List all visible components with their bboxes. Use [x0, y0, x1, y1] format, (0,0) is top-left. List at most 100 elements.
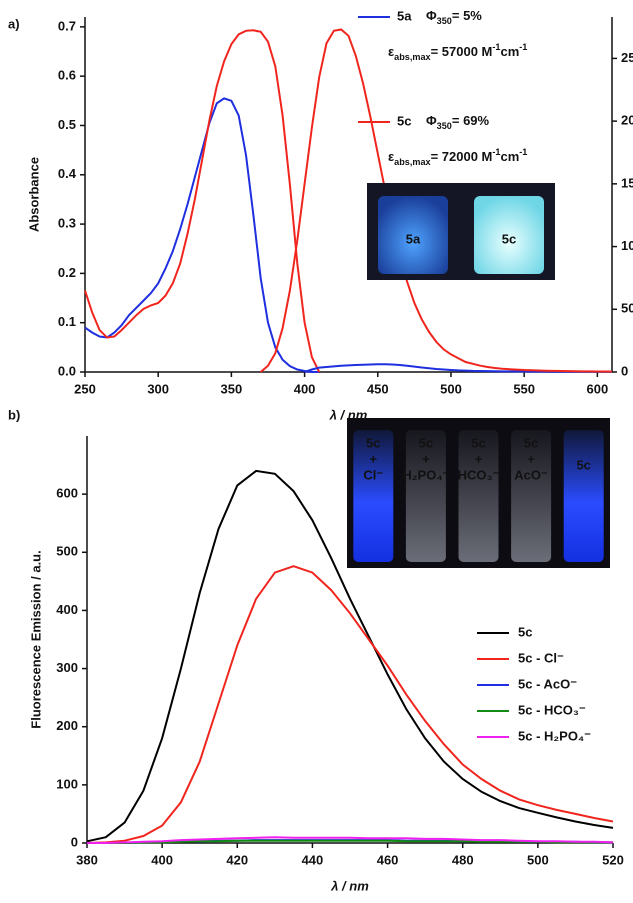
- y-tick-label: 0.5: [58, 117, 76, 132]
- x-tick-label: 400: [151, 852, 173, 867]
- x-tick-label: 350: [221, 381, 243, 396]
- photo-label: AcO⁻: [514, 467, 548, 482]
- vial: [458, 430, 499, 562]
- series-line: [86, 565, 614, 844]
- legend-label: 5c - H₂PO₄⁻: [518, 728, 591, 743]
- y2-tick-label: 0: [621, 363, 628, 378]
- y-tick-label: 0: [71, 834, 78, 849]
- annotation-part: 350: [437, 16, 452, 26]
- y2-tick-label: 250: [621, 50, 633, 65]
- x-tick-label: 550: [513, 381, 535, 396]
- annotation-part: = 72000 M: [431, 149, 493, 164]
- annotation: Φ350= 5%: [426, 8, 482, 26]
- series-line: [84, 29, 321, 373]
- y-axis-label: Absorbance: [26, 157, 41, 232]
- x-axis-label: λ / nm: [330, 878, 369, 893]
- y-tick-label: 0.7: [58, 18, 76, 33]
- y-tick-label: 300: [56, 660, 78, 675]
- annotation-part: cm: [500, 149, 519, 164]
- y-tick-label: 0.2: [58, 265, 76, 280]
- photo-label: 5c: [419, 435, 433, 450]
- photo-label: 5a: [406, 231, 421, 246]
- series-line: [87, 836, 614, 844]
- y2-tick-label: 100: [621, 238, 633, 253]
- vial: [378, 196, 448, 274]
- x-tick-label: 500: [440, 381, 462, 396]
- x-tick-label: 480: [452, 852, 474, 867]
- x-tick-label: 250: [74, 381, 96, 396]
- annotation-part: abs,max: [394, 157, 430, 167]
- series-line: [86, 469, 614, 843]
- y-axis-label: Fluorescence Emission / a.u.: [28, 550, 43, 728]
- photo-label: +: [475, 451, 483, 466]
- photo-label: 5c: [471, 435, 485, 450]
- x-tick-label: 520: [602, 852, 624, 867]
- vial: [563, 430, 604, 562]
- x-tick-label: 380: [76, 852, 98, 867]
- annotation: εabs,max= 72000 M-1cm-1: [388, 147, 527, 167]
- photo-label: +: [370, 451, 378, 466]
- legend-label: 5c - Cl⁻: [518, 650, 564, 665]
- y-tick-label: 500: [56, 544, 78, 559]
- vial: [511, 430, 552, 562]
- x-tick-label: 400: [294, 381, 316, 396]
- vial: [353, 430, 394, 562]
- x-tick-label: 300: [147, 381, 169, 396]
- annotation-part: -1: [492, 147, 500, 157]
- photo-label: 5c: [502, 231, 516, 246]
- y-tick-label: 0.0: [58, 363, 76, 378]
- x-tick-label: 600: [587, 381, 609, 396]
- y-tick-label: 0.3: [58, 216, 76, 231]
- y-tick-label: 200: [56, 718, 78, 733]
- vial: [474, 196, 544, 274]
- y-tick-label: 600: [56, 486, 78, 501]
- y-tick-label: 0.1: [58, 314, 76, 329]
- annotation-part: -1: [492, 42, 500, 52]
- y-tick-label: 100: [56, 776, 78, 791]
- legend-label: 5c - AcO⁻: [518, 676, 577, 691]
- annotation-part: cm: [500, 44, 519, 59]
- photo-label: H₂PO₄⁻: [402, 467, 449, 482]
- photo-label: +: [527, 451, 535, 466]
- y2-tick-label: 150: [621, 175, 633, 190]
- annotation: Φ350= 69%: [426, 113, 490, 131]
- annotation-part: ε: [388, 149, 394, 164]
- annotation-part: = 57000 M: [431, 44, 493, 59]
- legend-label: 5a: [397, 8, 412, 23]
- series-line: [260, 28, 613, 373]
- x-tick-label: 450: [367, 381, 389, 396]
- annotation-part: = 69%: [452, 113, 490, 128]
- series-line: [84, 97, 320, 373]
- annotation-part: ε: [388, 44, 394, 59]
- photo-label: +: [422, 451, 430, 466]
- x-tick-label: 420: [226, 852, 248, 867]
- photo-label: 5c: [524, 435, 538, 450]
- y-tick-label: 400: [56, 602, 78, 617]
- annotation: εabs,max= 57000 M-1cm-1: [388, 42, 527, 62]
- annotation-part: Φ: [426, 113, 437, 128]
- annotation-part: = 5%: [452, 8, 482, 23]
- legend-label: 5c: [518, 624, 532, 639]
- x-tick-label: 460: [377, 852, 399, 867]
- y2-tick-label: 200: [621, 113, 633, 128]
- panel-label: a): [8, 16, 20, 31]
- x-tick-label: 500: [527, 852, 549, 867]
- annotation-part: 350: [437, 121, 452, 131]
- annotation-part: abs,max: [394, 52, 430, 62]
- legend-label: 5c - HCO₃⁻: [518, 702, 586, 717]
- annotation-part: Φ: [426, 8, 437, 23]
- photo-label: 5c: [366, 435, 380, 450]
- x-tick-label: 440: [302, 852, 324, 867]
- photo-label: Cl⁻: [363, 467, 383, 482]
- annotation-part: -1: [519, 42, 527, 52]
- photo-label: HCO₃⁻: [458, 467, 500, 482]
- legend-label: 5c: [397, 113, 411, 128]
- photo-label: 5c: [576, 457, 590, 472]
- annotation-part: -1: [519, 147, 527, 157]
- y-tick-label: 0.6: [58, 68, 76, 83]
- vial: [405, 430, 446, 562]
- panel-label: b): [8, 407, 20, 422]
- y-tick-label: 0.4: [58, 166, 77, 181]
- y2-tick-label: 50: [621, 301, 633, 316]
